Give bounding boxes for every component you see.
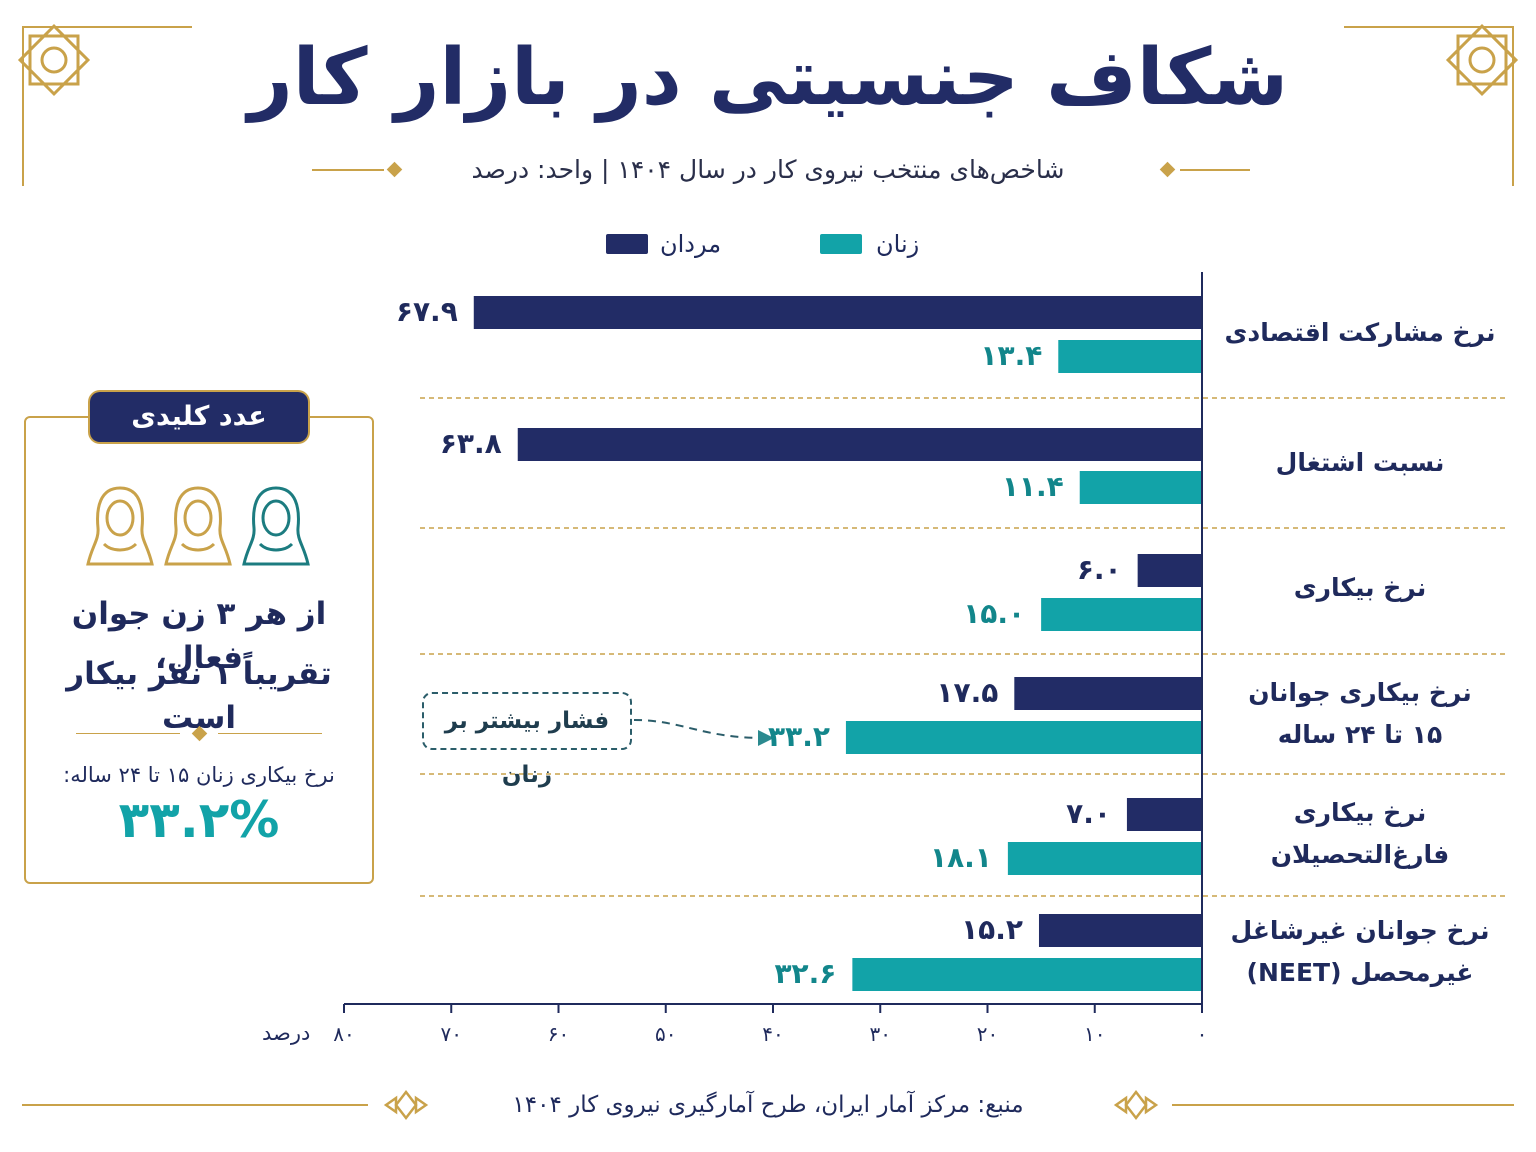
bar-women-1	[1079, 471, 1202, 504]
value-label-women-4: ۱۸.۱	[929, 841, 992, 874]
bar-men-3	[1014, 677, 1202, 710]
woman-icon-teal	[242, 486, 310, 566]
x-axis-label: درصد	[262, 1021, 311, 1045]
frame-right-vertical	[1512, 26, 1514, 186]
frame-left-vertical	[22, 26, 24, 186]
subtitle: شاخص‌های منتخب نیروی کار در سال ۱۴۰۴ | و…	[471, 155, 1065, 184]
value-label-women-3: ۳۳.۲	[768, 720, 830, 753]
value-label-women-2: ۱۵.۰	[963, 597, 1026, 630]
key-line-2: تقریباً ۱ نفر بیکار است	[66, 656, 332, 736]
key-caption: نرخ بیکاری زنان ۱۵ تا ۲۴ ساله:	[63, 763, 335, 787]
value-label-women-0: ۱۳.۴	[980, 339, 1043, 372]
category-label-5: نرخ جوانان غیرشاغل غیرمحصل (NEET)	[1230, 916, 1490, 987]
category-label-0: نرخ مشارکت اقتصادی	[1224, 318, 1496, 347]
value-label-men-5: ۱۵.۲	[961, 913, 1023, 946]
x-tick-label: ۷۰	[440, 1022, 462, 1046]
x-tick-label: ۲۰	[976, 1022, 999, 1046]
bar-men-2	[1137, 554, 1202, 587]
bar-men-0	[473, 296, 1203, 329]
footer-ornament-left-icon	[383, 1089, 429, 1121]
bar-men-5	[1038, 914, 1202, 947]
x-tick-label: ۱۰	[1084, 1022, 1106, 1046]
key-rule-left	[76, 733, 180, 734]
x-tick-label: ۴۰	[762, 1022, 784, 1046]
x-tick-label: ۳۰	[869, 1022, 891, 1046]
ornament-top-left-icon	[17, 23, 91, 97]
bar-women-0	[1058, 340, 1202, 373]
footer-rule-right	[1172, 1104, 1514, 1106]
bar-women-4	[1007, 842, 1202, 875]
footer-ornament-right-icon	[1113, 1089, 1159, 1121]
annotation-box: فشار بیشتر بر زنان	[422, 692, 632, 788]
value-label-men-4: ۷.۰	[1066, 797, 1111, 830]
bar-women-3	[845, 721, 1202, 754]
key-number-heading: عدد کلیدی	[90, 392, 308, 442]
footer-rule-left	[22, 1104, 368, 1106]
value-label-men-2: ۶.۰	[1076, 553, 1122, 586]
frame-top-left	[22, 26, 192, 28]
bar-men-4	[1126, 798, 1202, 831]
value-label-women-5: ۳۲.۶	[774, 957, 837, 990]
x-tick-label: ۶۰	[547, 1022, 570, 1046]
value-label-men-3: ۱۷.۵	[936, 676, 999, 709]
bar-women-5	[852, 958, 1202, 991]
legend-label-women: زنان	[876, 230, 920, 258]
category-label-3: نرخ بیکاری جوانان ۱۵ تا ۲۴ ساله	[1248, 678, 1472, 749]
x-tick-label: ۰	[1196, 1022, 1208, 1046]
subtitle-rule-left	[312, 169, 384, 171]
legend-swatch-women	[820, 234, 862, 254]
frame-top-right	[1344, 26, 1514, 28]
annotation-arrow-icon	[633, 719, 774, 746]
key-rule-right	[218, 733, 322, 734]
legend-swatch-men	[606, 234, 648, 254]
bar-men-1	[517, 428, 1202, 461]
x-tick-label: ۵۰	[655, 1022, 677, 1046]
key-big-value: ۳۳.۲%	[118, 791, 280, 849]
category-label-1: نسبت اشتغال	[1275, 448, 1445, 477]
value-label-women-1: ۱۱.۴	[1001, 470, 1064, 503]
woman-icon-gold-1	[86, 486, 154, 566]
category-label-2: نرخ بیکاری	[1293, 573, 1427, 602]
legend-label-men: مردان	[660, 230, 722, 258]
value-label-men-1: ۶۳.۸	[439, 427, 502, 460]
bar-women-2	[1041, 598, 1202, 631]
woman-icon-gold-2	[164, 486, 232, 566]
category-label-4: نرخ بیکاری فارغ‌التحصیلان	[1270, 798, 1450, 869]
key-line-1: از هر ۳ زن جوان فعال،	[71, 596, 327, 676]
page-title: شکاف جنسیتی در بازار کار	[247, 33, 1289, 123]
source-note: منبع: مرکز آمار ایران، طرح آمارگیری نیرو…	[512, 1092, 1024, 1118]
subtitle-rule-right	[1180, 169, 1250, 171]
value-label-men-0: ۶۷.۹	[395, 295, 458, 328]
ornament-top-right-icon	[1445, 23, 1519, 97]
x-tick-label: ۸۰	[333, 1022, 355, 1046]
